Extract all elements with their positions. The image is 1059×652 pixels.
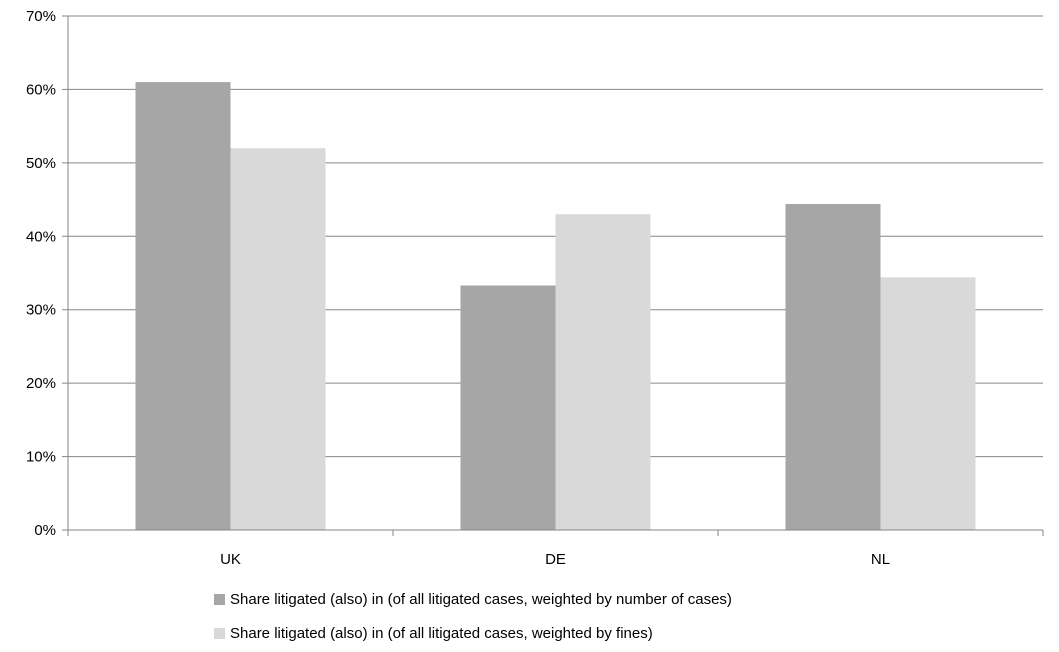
bar-uk-series-1 — [135, 82, 231, 530]
legend-swatch-series-1 — [214, 594, 225, 605]
legend-label-series-2: Share litigated (also) in (of all litiga… — [230, 625, 653, 642]
x-tick-label-de: DE — [545, 551, 566, 568]
bar-de-series-2 — [555, 214, 651, 530]
y-tick-label: 70% — [26, 8, 56, 25]
legend-swatch-series-2 — [214, 628, 225, 639]
bars — [135, 82, 976, 530]
legend-label-series-1: Share litigated (also) in (of all litiga… — [230, 591, 732, 608]
bar-nl-series-1 — [785, 203, 881, 530]
legend: Share litigated (also) in (of all litiga… — [214, 591, 732, 642]
y-tick-label: 0% — [34, 522, 56, 539]
y-tick-label: 60% — [26, 81, 56, 98]
axes — [62, 15, 1044, 536]
y-tick-label: 50% — [26, 155, 56, 172]
y-tick-label: 30% — [26, 302, 56, 319]
x-tick-label-uk: UK — [220, 551, 241, 568]
y-tick-label: 20% — [26, 375, 56, 392]
bar-uk-series-2 — [230, 148, 326, 530]
x-tick-label-nl: NL — [871, 551, 890, 568]
y-tick-label: 40% — [26, 228, 56, 245]
bar-nl-series-2 — [880, 277, 976, 530]
y-axis-tick-labels: 0% 10% 20% 30% 40% 50% 60% 70% — [26, 8, 56, 539]
bar-de-series-1 — [460, 285, 556, 530]
x-axis-tick-labels: UK DE NL — [220, 551, 890, 568]
y-tick-label: 10% — [26, 449, 56, 466]
